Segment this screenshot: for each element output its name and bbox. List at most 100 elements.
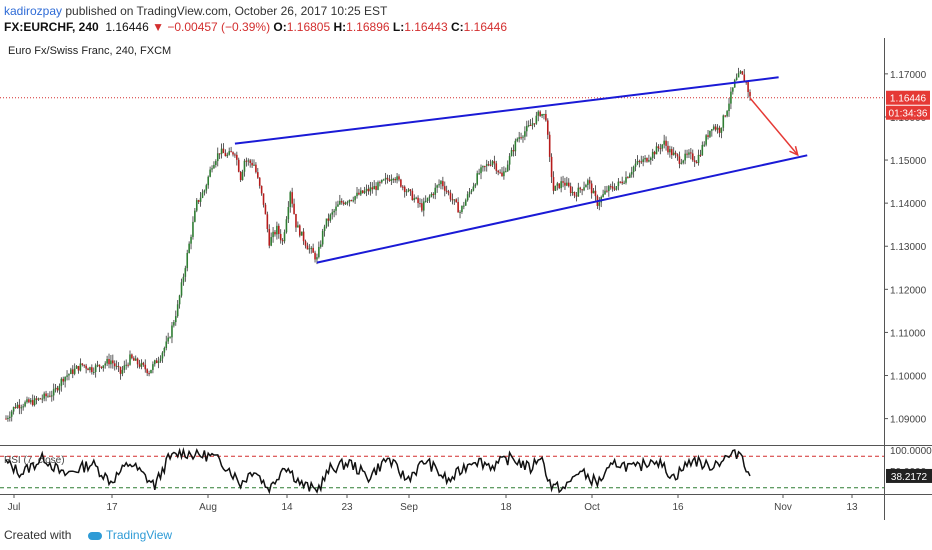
candle-body <box>661 144 664 149</box>
candle-body <box>522 136 524 138</box>
candle-body <box>554 185 557 191</box>
candle-body <box>270 237 272 246</box>
candle-body <box>258 177 261 186</box>
candle-body <box>609 186 612 188</box>
candle-body <box>50 395 53 397</box>
candle-body <box>64 376 66 382</box>
candle-body <box>443 186 446 191</box>
candle-body <box>634 163 637 167</box>
candle-body <box>91 367 93 373</box>
candle-body <box>337 204 339 207</box>
candle-body <box>30 400 32 403</box>
x-tick-label: Nov <box>774 502 792 513</box>
candle-body <box>129 354 131 365</box>
candle-body <box>192 221 194 237</box>
candle-body <box>630 171 633 175</box>
candle-body <box>432 193 435 195</box>
candle-body <box>87 368 89 371</box>
candle-body <box>651 151 654 158</box>
candle-body <box>266 214 269 230</box>
candle-body <box>321 230 324 245</box>
candle-body <box>680 162 683 164</box>
candle-body <box>73 368 76 374</box>
tradingview-logo[interactable]: TradingView <box>88 528 172 542</box>
candle-body <box>623 182 625 184</box>
price-axis[interactable]: 1.170001.160001.150001.140001.130001.120… <box>884 70 927 426</box>
candle-body <box>747 81 749 93</box>
candle-body <box>382 179 385 181</box>
candle-body <box>541 114 543 116</box>
candle-body <box>396 176 398 181</box>
candle-body <box>625 177 627 183</box>
author-link[interactable]: kadirozpay <box>4 4 63 18</box>
cloud-icon <box>88 531 102 540</box>
candle-body <box>691 153 694 161</box>
chart-area[interactable]: Euro Fx/Swiss Franc, 240, FXCM 1.17000 1.… <box>0 38 932 520</box>
candle-body <box>720 127 723 133</box>
candle-body <box>68 374 70 376</box>
price-series <box>5 67 751 422</box>
candle-body <box>234 154 236 156</box>
candle-body <box>640 161 643 163</box>
candle-body <box>743 74 746 82</box>
candle-body <box>463 205 465 207</box>
candle-body <box>424 200 427 202</box>
candle-body <box>35 398 38 400</box>
candle-body <box>571 191 574 193</box>
candle-body <box>112 360 114 364</box>
candle-body <box>226 154 229 157</box>
channel-upper-line <box>234 76 779 145</box>
x-tick-label: 17 <box>106 502 118 513</box>
candle-body <box>482 166 484 168</box>
candle-body <box>159 358 162 362</box>
last-price: 1.16446 <box>105 20 149 34</box>
candle-body <box>577 187 580 197</box>
candle-body <box>180 282 183 296</box>
candle-body <box>388 179 391 181</box>
candle-body <box>422 201 425 211</box>
candle-body <box>125 364 127 366</box>
candle-body <box>33 398 36 406</box>
candle-body <box>428 196 431 198</box>
candle-body <box>438 184 440 186</box>
candle-body <box>89 367 91 371</box>
candle-body <box>598 202 601 206</box>
candle-body <box>430 193 433 197</box>
candle-body <box>739 71 742 74</box>
candle-body <box>518 137 520 139</box>
candle-body <box>352 200 354 202</box>
candle-body <box>602 194 604 197</box>
candle-body <box>566 182 568 186</box>
candle-body <box>579 187 582 190</box>
candle-body <box>77 366 80 371</box>
publisher-line: kadirozpay published on TradingView.com,… <box>4 4 387 18</box>
candle-body <box>123 365 126 370</box>
candle-body <box>718 127 721 133</box>
candle-body <box>306 245 309 250</box>
candle-body <box>190 236 192 244</box>
candle-body <box>167 337 169 342</box>
time-axis[interactable]: Jul 17 Aug 14 23 Sep 18 Oct 16 Nov 13 <box>8 494 858 513</box>
candle-body <box>556 183 559 186</box>
candle-body <box>319 244 322 247</box>
candle-body <box>505 171 507 173</box>
candle-body <box>79 363 82 371</box>
candle-body <box>575 195 578 197</box>
footer: Created with TradingView <box>0 520 932 550</box>
candle-body <box>157 361 160 364</box>
candle-body <box>724 115 726 117</box>
candle-body <box>5 418 7 420</box>
candle-body <box>405 191 408 193</box>
candle-body <box>466 194 469 201</box>
arrow-shaft <box>749 97 799 156</box>
candle-body <box>199 197 202 202</box>
candle-body <box>543 113 545 115</box>
candle-body <box>207 176 210 186</box>
candle-body <box>415 197 417 199</box>
candle-body <box>163 347 166 353</box>
rsi-value-tag <box>886 468 932 483</box>
candle-body <box>14 407 17 409</box>
candle-body <box>590 183 593 194</box>
candle-body <box>222 148 225 154</box>
chart-title: Euro Fx/Swiss Franc, 240, FXCM <box>8 45 171 57</box>
